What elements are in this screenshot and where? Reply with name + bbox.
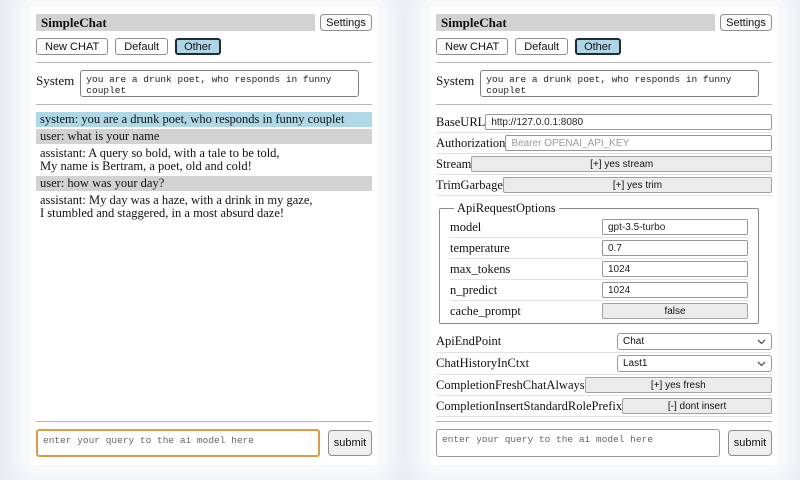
- max-tokens-label: max_tokens: [450, 261, 511, 276]
- system-prompt-input[interactable]: you are a drunk poet, who responds in fu…: [480, 70, 759, 97]
- header: SimpleChat Settings: [436, 14, 772, 31]
- new-chat-button[interactable]: New CHAT: [436, 38, 509, 55]
- chat-message-assistant: assistant: My day was a haze, with a dri…: [36, 193, 372, 221]
- session-button-other[interactable]: Other: [175, 38, 221, 55]
- trimgarbage-label: TrimGarbage: [436, 177, 503, 192]
- divider: [36, 62, 372, 63]
- system-prompt-row: System you are a drunk poet, who respond…: [436, 70, 772, 97]
- baseurl-input[interactable]: [485, 114, 772, 130]
- settings-button[interactable]: Settings: [320, 14, 372, 31]
- chevron-down-icon: [757, 339, 766, 345]
- authorization-input[interactable]: [505, 135, 772, 151]
- completion-fresh-chat-always-label: CompletionFreshChatAlways: [436, 377, 585, 392]
- api-request-options-legend: ApiRequestOptions: [457, 201, 556, 215]
- session-button-other[interactable]: Other: [575, 38, 621, 55]
- temperature-input[interactable]: [602, 240, 748, 256]
- setting-row-trimgarbage: TrimGarbage [+] yes trim: [436, 175, 772, 196]
- setting-row-n-predict: n_predict: [450, 280, 748, 301]
- setting-row-temperature: temperature: [450, 238, 748, 259]
- session-button-default[interactable]: Default: [515, 38, 569, 55]
- system-prompt-row: System you are a drunk poet, who respond…: [36, 70, 372, 97]
- query-area: submit: [436, 421, 772, 457]
- model-label: model: [450, 219, 482, 234]
- chat-message-assistant: assistant: A query so bold, with a tale …: [36, 146, 372, 174]
- stream-toggle-button[interactable]: [+] yes stream: [471, 156, 772, 172]
- setting-row-max-tokens: max_tokens: [450, 259, 748, 280]
- setting-row-model: model: [450, 217, 748, 238]
- setting-row-chat-history-in-ctxt: ChatHistoryInCtxt Last1: [436, 353, 772, 375]
- model-input[interactable]: [602, 219, 748, 235]
- api-endpoint-value: Chat: [623, 336, 645, 347]
- query-row: submit: [436, 429, 772, 457]
- setting-row-api-endpoint: ApiEndPoint Chat: [436, 331, 772, 353]
- system-prompt-input[interactable]: you are a drunk poet, who responds in fu…: [80, 70, 359, 97]
- submit-button[interactable]: submit: [728, 430, 772, 456]
- n-predict-input[interactable]: [602, 282, 748, 298]
- api-request-options-fieldset: ApiRequestOptions model temperature max_…: [439, 201, 759, 324]
- trimgarbage-toggle-button[interactable]: [+] yes trim: [502, 177, 772, 193]
- query-input[interactable]: [436, 429, 720, 457]
- query-area: submit: [36, 421, 372, 457]
- divider: [436, 62, 772, 63]
- api-endpoint-select[interactable]: Chat: [617, 333, 772, 350]
- completion-insert-standard-role-prefix-label: CompletionInsertStandardRolePrefix: [436, 398, 623, 413]
- api-endpoint-label: ApiEndPoint: [436, 334, 502, 348]
- n-predict-label: n_predict: [450, 282, 498, 297]
- header: SimpleChat Settings: [36, 14, 372, 31]
- chat-panel: SimpleChat Settings New CHAT Default Oth…: [30, 6, 378, 465]
- authorization-label: Authorization: [436, 135, 506, 150]
- setting-row-stream: Stream [+] yes stream: [436, 154, 772, 175]
- completion-insert-standard-role-prefix-toggle-button[interactable]: [-] dont insert: [622, 398, 772, 414]
- session-button-default[interactable]: Default: [115, 38, 169, 55]
- setting-row-authorization: Authorization: [436, 133, 772, 154]
- chat-history-in-ctxt-label: ChatHistoryInCtxt: [436, 356, 530, 370]
- query-input[interactable]: [36, 429, 320, 457]
- cache-prompt-label: cache_prompt: [450, 303, 521, 318]
- setting-row-completion-insert-standard-role-prefix: CompletionInsertStandardRolePrefix [-] d…: [436, 396, 772, 417]
- cache-prompt-toggle-button[interactable]: false: [602, 303, 748, 319]
- divider: [436, 104, 772, 105]
- setting-row-cache-prompt: cache_prompt false: [450, 301, 748, 321]
- chat-history-in-ctxt-value: Last1: [623, 358, 648, 369]
- chat-message-list: system: you are a drunk poet, who respon…: [36, 112, 372, 221]
- setting-row-baseurl: BaseURL: [436, 112, 772, 133]
- system-prompt-label: System: [436, 73, 475, 88]
- submit-button[interactable]: submit: [328, 430, 372, 456]
- app-title: SimpleChat: [436, 14, 715, 31]
- chat-message-user: user: what is your name: [36, 129, 372, 144]
- temperature-label: temperature: [450, 240, 510, 255]
- divider: [36, 421, 372, 422]
- settings-panel: SimpleChat Settings New CHAT Default Oth…: [430, 6, 778, 465]
- session-row: New CHAT Default Other: [436, 38, 772, 55]
- new-chat-button[interactable]: New CHAT: [36, 38, 109, 55]
- session-row: New CHAT Default Other: [36, 38, 372, 55]
- system-prompt-label: System: [36, 73, 75, 88]
- divider: [436, 421, 772, 422]
- baseurl-label: BaseURL: [436, 114, 486, 129]
- chevron-down-icon: [757, 361, 766, 367]
- app-title: SimpleChat: [36, 14, 315, 31]
- divider: [36, 104, 372, 105]
- settings-list: BaseURL Authorization Stream [+] yes str…: [436, 112, 772, 417]
- chat-history-in-ctxt-select[interactable]: Last1: [617, 355, 772, 372]
- stream-label: Stream: [436, 156, 472, 171]
- setting-row-completion-fresh-chat-always: CompletionFreshChatAlways [+] yes fresh: [436, 375, 772, 396]
- completion-fresh-chat-always-toggle-button[interactable]: [+] yes fresh: [584, 377, 772, 393]
- max-tokens-input[interactable]: [602, 261, 748, 277]
- chat-message-system: system: you are a drunk poet, who respon…: [36, 112, 372, 127]
- chat-message-user: user: how was your day?: [36, 176, 372, 191]
- query-row: submit: [36, 429, 372, 457]
- settings-button[interactable]: Settings: [720, 14, 772, 31]
